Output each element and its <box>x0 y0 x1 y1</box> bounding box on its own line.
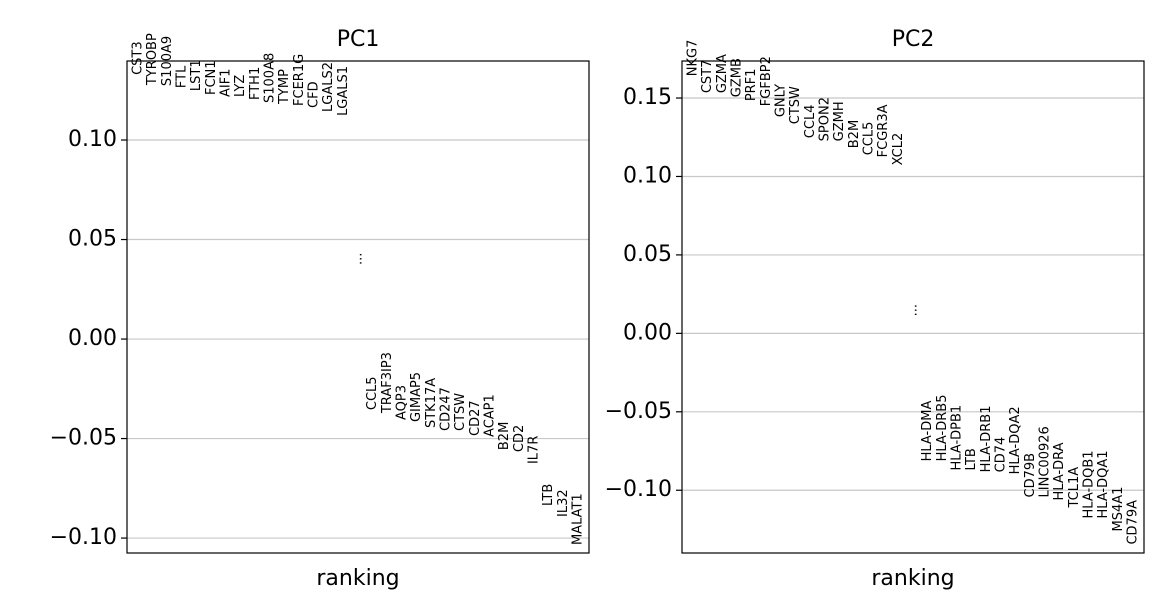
axes-frame <box>681 60 1145 554</box>
gene-label: SPON2 <box>818 97 833 141</box>
gene-label: CST3 <box>131 41 146 75</box>
gene-label: PRF1 <box>744 69 759 102</box>
gene-label: LGALS1 <box>336 66 351 116</box>
axes-frame <box>126 60 590 554</box>
gene-label: LGALS2 <box>321 62 336 112</box>
gene-label: B2M <box>847 120 862 148</box>
x-axis-label: ranking <box>316 566 399 591</box>
gene-label: IL32 <box>556 489 571 517</box>
gene-label: LINC00926 <box>1038 426 1053 497</box>
gene-label: HLA-DRB5 <box>935 395 950 462</box>
gene-label: B2M <box>497 422 512 450</box>
gene-label: CCL4 <box>803 105 818 139</box>
y-tick-label: −0.10 <box>50 525 117 550</box>
gene-label: XCL2 <box>891 133 906 166</box>
gene-label: CFD <box>307 81 322 108</box>
gene-label: FGFBP2 <box>759 56 774 106</box>
gene-label: TYROBP <box>145 33 160 86</box>
gene-label: HLA-DPB1 <box>950 405 965 471</box>
gene-label: GZMA <box>715 54 730 93</box>
gene-label: FCN1 <box>204 60 219 95</box>
gene-label: FCGR3A <box>876 104 891 157</box>
gene-label: GIMAP5 <box>409 372 424 422</box>
gene-label: HLA-DRA <box>1052 442 1067 500</box>
gene-label: TRAF3IP3 <box>380 352 395 414</box>
gene-label: CD79A <box>1126 500 1141 545</box>
gene-label: GZMB <box>730 58 745 97</box>
gene-label: CCL5 <box>862 122 877 156</box>
gene-label: HLA-DMA <box>920 401 935 462</box>
gene-label: HLA-DQB1 <box>1082 450 1097 518</box>
y-tick-label: 0.05 <box>623 242 672 267</box>
gene-label: CD74 <box>994 437 1009 473</box>
gene-label: FTH1 <box>248 67 263 100</box>
gene-label: AIF1 <box>219 69 234 97</box>
gene-label: LST1 <box>189 59 204 91</box>
gene-label: CD27 <box>468 400 483 436</box>
y-tick-label: 0.10 <box>623 163 672 188</box>
gene-label: LTB <box>541 484 556 506</box>
gene-label: HLA-DRB1 <box>979 406 994 473</box>
gene-label: LTB <box>964 448 979 470</box>
gene-label: LYZ <box>233 75 248 97</box>
gene-label: NKG7 <box>686 40 701 77</box>
y-tick-label: −0.05 <box>605 399 672 424</box>
gene-label: ... <box>906 304 921 316</box>
gene-label: TCL1A <box>1067 467 1082 509</box>
y-tick-label: 0.15 <box>623 85 672 110</box>
gene-label: MALAT1 <box>571 493 586 545</box>
gene-label: ... <box>351 253 366 265</box>
chart-title: PC1 <box>337 27 380 52</box>
y-tick-label: −0.10 <box>605 477 672 502</box>
gene-label: CCL5 <box>365 376 380 410</box>
gene-label: HLA-DQA2 <box>1008 406 1023 474</box>
y-tick-label: 0.00 <box>68 326 117 351</box>
y-tick-label: −0.05 <box>50 426 117 451</box>
gene-label: HLA-DQA1 <box>1096 450 1111 518</box>
gene-label: MS4A1 <box>1111 487 1126 532</box>
gene-label: CD79B <box>1023 453 1038 498</box>
gene-label: GZMH <box>832 101 847 141</box>
gene-label: AQP3 <box>395 385 410 420</box>
y-tick-label: 0.00 <box>623 320 672 345</box>
gene-label: IL7R <box>527 436 542 464</box>
gene-label: S100A8 <box>263 53 278 103</box>
gene-label: ACAP1 <box>483 394 498 437</box>
gene-label: CTSW <box>453 393 468 431</box>
gene-label: CST7 <box>700 60 715 94</box>
x-axis-label: ranking <box>871 566 954 591</box>
y-tick-label: 0.05 <box>68 227 117 252</box>
gene-label: FTL <box>175 65 190 88</box>
gene-label: CD2 <box>512 425 527 452</box>
gene-label: CTSW <box>788 86 803 124</box>
chart-title: PC2 <box>892 27 935 52</box>
y-tick-label: 0.10 <box>68 127 117 152</box>
gene-label: TYMP <box>277 69 292 105</box>
gene-label: STK17A <box>424 378 439 428</box>
gene-label: GNLY <box>774 84 789 117</box>
gene-label: CD247 <box>439 387 454 431</box>
gene-label: FCER1G <box>292 54 307 106</box>
